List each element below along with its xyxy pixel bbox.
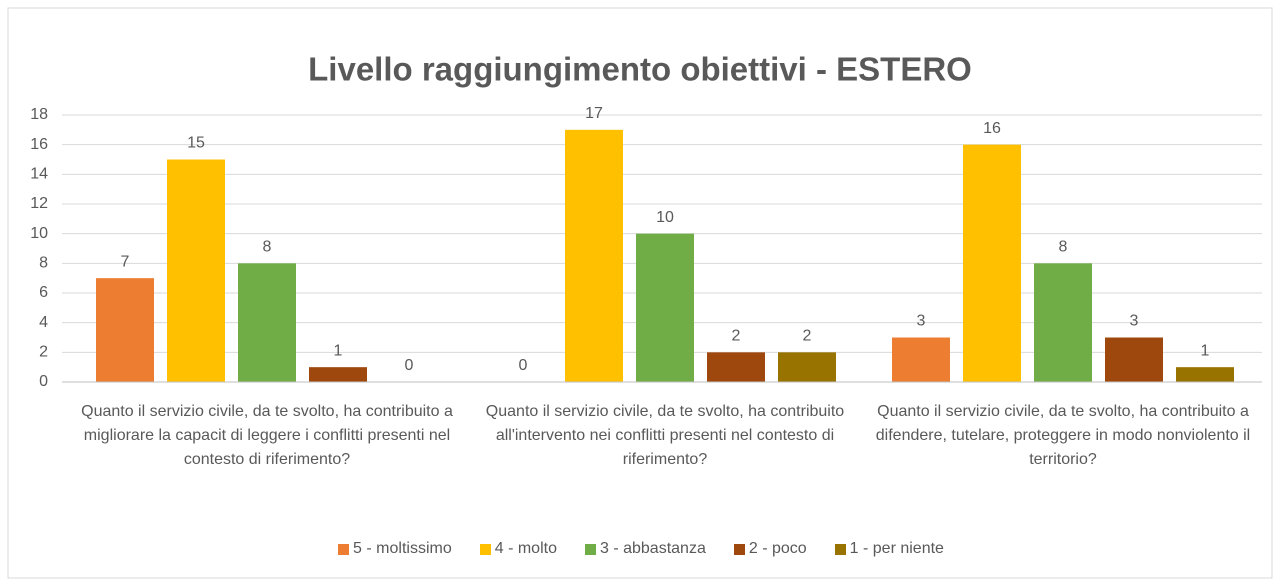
data-label: 0 [519,357,528,374]
legend-item: 5 - moltissimo [338,540,452,558]
y-tick-label: 2 [39,344,48,361]
data-label: 8 [263,239,272,256]
data-label: 10 [656,209,674,226]
y-tick-label: 6 [39,284,48,301]
y-tick-label: 18 [30,106,48,123]
bar [778,352,836,382]
x-tick-label: Quanto il servizio civile, da te svolto,… [81,403,453,468]
data-label: 0 [405,357,414,374]
bar [238,263,296,382]
data-label: 2 [803,328,812,345]
legend-item: 4 - molto [479,540,557,558]
bar [963,144,1021,382]
y-tick-label: 0 [39,373,48,390]
legend-item: 1 - per niente [834,540,944,558]
legend-swatch [834,543,846,555]
data-label: 3 [1130,313,1139,330]
legend-swatch [584,543,596,555]
y-tick-label: 12 [30,195,48,212]
legend-swatch [479,543,491,555]
data-label: 1 [334,342,343,359]
x-tick-label: Quanto il servizio civile, da te svolto,… [875,403,1251,468]
data-label: 2 [732,328,741,345]
data-label: 7 [121,253,130,270]
bar [565,129,623,382]
legend-label: 4 - molto [494,540,557,557]
legend: 5 - moltissimo 4 - molto 3 - abbastanza 2 -… [0,540,1282,558]
y-tick-label: 14 [30,166,48,183]
bar [1105,337,1163,382]
bar [309,367,367,382]
legend-swatch [338,543,350,555]
y-tick-label: 4 [39,314,48,331]
bar [1176,367,1234,382]
y-tick-label: 10 [30,225,48,242]
bar [96,278,154,382]
chart-title: Livello raggiungimento obiettivi - ESTER… [308,51,972,88]
data-label: 1 [1201,342,1210,359]
y-tick-label: 8 [39,255,48,272]
bar [707,352,765,382]
data-label: 17 [585,105,603,122]
y-tick-label: 16 [30,136,48,153]
legend-item: 2 - poco [733,540,807,558]
data-label: 8 [1059,239,1068,256]
bar [636,233,694,382]
legend-label: 5 - moltissimo [353,540,452,557]
bar [1034,263,1092,382]
legend-label: 1 - per niente [849,540,944,557]
legend-label: 3 - abbastanza [599,540,706,557]
bar [167,159,225,382]
data-label: 3 [917,313,926,330]
x-tick-label: Quanto il servizio civile, da te svolto,… [485,403,845,468]
data-label: 16 [983,120,1001,137]
legend-label: 2 - poco [748,540,807,557]
legend-item: 3 - abbastanza [584,540,706,558]
data-label: 15 [187,135,205,152]
legend-swatch [733,543,745,555]
bar [892,337,950,382]
